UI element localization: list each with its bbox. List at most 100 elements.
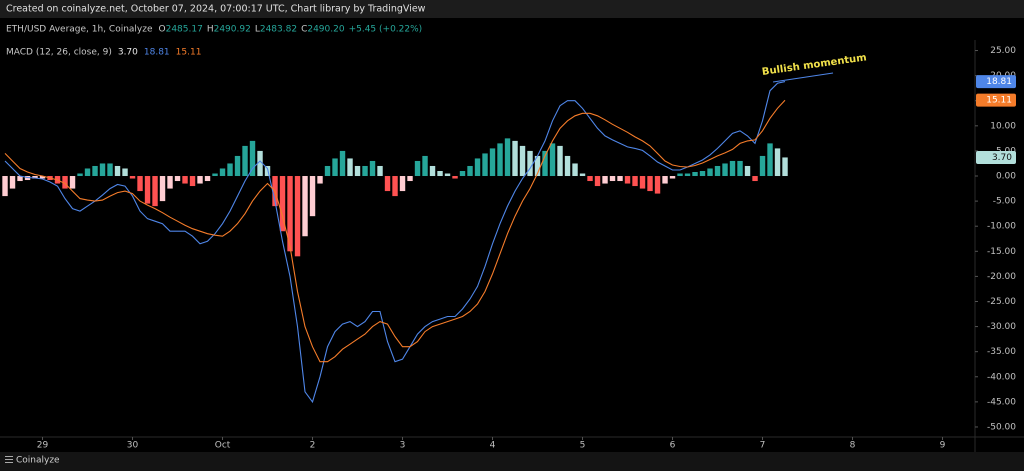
histogram-bar xyxy=(534,155,541,177)
histogram-bar xyxy=(107,163,113,177)
histogram-bar xyxy=(707,168,713,177)
x-tick-label: 30 xyxy=(127,441,139,451)
credit-bar xyxy=(0,0,1024,18)
x-tick-label: 6 xyxy=(670,441,676,451)
histogram-bar xyxy=(452,176,458,179)
x-tick-label: 29 xyxy=(37,441,49,451)
histogram-bar xyxy=(744,165,751,177)
histogram-bar xyxy=(204,176,211,182)
y-tick-label: -5.00 xyxy=(993,197,1017,207)
histogram-bar xyxy=(482,153,488,177)
histogram-bar xyxy=(489,148,496,177)
histogram-bar xyxy=(714,165,721,177)
histogram-bar xyxy=(174,176,181,182)
histogram-bar xyxy=(474,158,481,177)
histogram-bar xyxy=(99,163,106,177)
histogram-bar xyxy=(77,173,83,177)
brand: Coinalyze xyxy=(16,456,60,466)
header-text: +5.45 (+0.22%) xyxy=(349,25,423,35)
histogram-bar xyxy=(632,176,638,187)
histogram-bar xyxy=(137,176,143,192)
histogram-bar xyxy=(557,145,563,177)
histogram-bar xyxy=(227,163,233,177)
x-tick-label: 9 xyxy=(940,441,946,451)
x-tick-label: 2 xyxy=(310,441,316,451)
histogram-bar xyxy=(114,165,121,177)
y-tick-label: -15.00 xyxy=(987,247,1016,257)
plot-bg xyxy=(0,18,1024,452)
header-text: 2490.20 xyxy=(307,25,344,35)
histogram-bar xyxy=(542,150,548,177)
y-tick-label: -10.00 xyxy=(987,222,1016,232)
histogram-bar xyxy=(339,150,346,177)
header-text: L xyxy=(255,25,260,35)
histogram-bar xyxy=(17,176,23,182)
histogram-bar xyxy=(332,158,338,177)
histogram-bar xyxy=(287,176,293,252)
histogram-bar xyxy=(2,176,8,197)
histogram-bar xyxy=(62,176,68,189)
header-text: 2485.17 xyxy=(166,25,203,35)
header-text: ETH/USD Average, 1h, Coinalyze xyxy=(6,25,153,35)
x-tick-label: 5 xyxy=(580,441,586,451)
y-tick-label: 10.00 xyxy=(990,121,1016,131)
histogram-bar xyxy=(152,176,158,207)
histogram-bar xyxy=(669,176,676,179)
histogram-bar xyxy=(354,165,361,177)
histogram-bar xyxy=(407,176,413,182)
histogram-bar xyxy=(257,150,263,177)
header-text: 3.70 xyxy=(118,48,138,58)
histogram-bar xyxy=(39,176,46,179)
histogram-bar xyxy=(122,168,128,177)
histogram-bar xyxy=(309,176,316,217)
histogram-bar xyxy=(579,173,586,177)
histogram-bar xyxy=(519,145,526,177)
histogram-bar xyxy=(9,176,16,189)
histogram-bar xyxy=(429,165,436,177)
x-tick-label: 3 xyxy=(400,441,406,451)
line xyxy=(4,81,786,404)
header-text: H xyxy=(207,25,214,35)
histogram-bar xyxy=(782,157,788,177)
y-tick-label: -35.00 xyxy=(987,347,1016,357)
price-tag-label: 18.81 xyxy=(986,77,1012,87)
header-text: 2490.92 xyxy=(214,25,251,35)
histogram-bar xyxy=(219,168,226,177)
histogram-bar xyxy=(422,155,428,177)
line xyxy=(4,99,786,363)
histogram-bar xyxy=(639,176,646,189)
histogram-bar xyxy=(467,165,473,177)
histogram-bar xyxy=(692,172,698,177)
histogram-bar xyxy=(624,176,631,184)
histogram-bar xyxy=(347,158,353,177)
histogram-bar xyxy=(774,148,781,177)
y-tick-label: -45.00 xyxy=(987,397,1016,407)
price-tag-label: 3.70 xyxy=(992,153,1012,163)
y-tick-label: -50.00 xyxy=(987,422,1016,432)
histogram-bar xyxy=(437,170,443,177)
histogram-bar xyxy=(572,163,578,177)
price-tag xyxy=(976,93,1016,107)
price-tag-label: 15.11 xyxy=(986,96,1012,106)
credit: Created on coinalyze.net, October 07, 20… xyxy=(6,4,426,15)
x-tick-label: 4 xyxy=(490,441,496,451)
histogram-bar xyxy=(384,176,391,192)
histogram-bar xyxy=(234,155,241,177)
header-text: MACD (12, 26, close, 9) xyxy=(6,48,112,58)
histogram-bar xyxy=(362,165,368,177)
price-tag xyxy=(976,75,1016,89)
histogram-bar xyxy=(587,176,593,182)
histogram-bar xyxy=(32,176,38,179)
y-tick-label: 0.00 xyxy=(996,172,1016,182)
histogram-bar xyxy=(182,176,188,184)
histogram-bar xyxy=(512,140,518,177)
histogram-bar xyxy=(602,176,608,184)
histogram-bar xyxy=(242,145,248,177)
header-text: O xyxy=(159,25,166,35)
price-tag xyxy=(976,150,1016,164)
histogram-bar xyxy=(279,176,286,232)
y-tick-label: -40.00 xyxy=(987,372,1016,382)
histogram-bar xyxy=(752,176,758,182)
histogram-bar xyxy=(684,173,691,177)
